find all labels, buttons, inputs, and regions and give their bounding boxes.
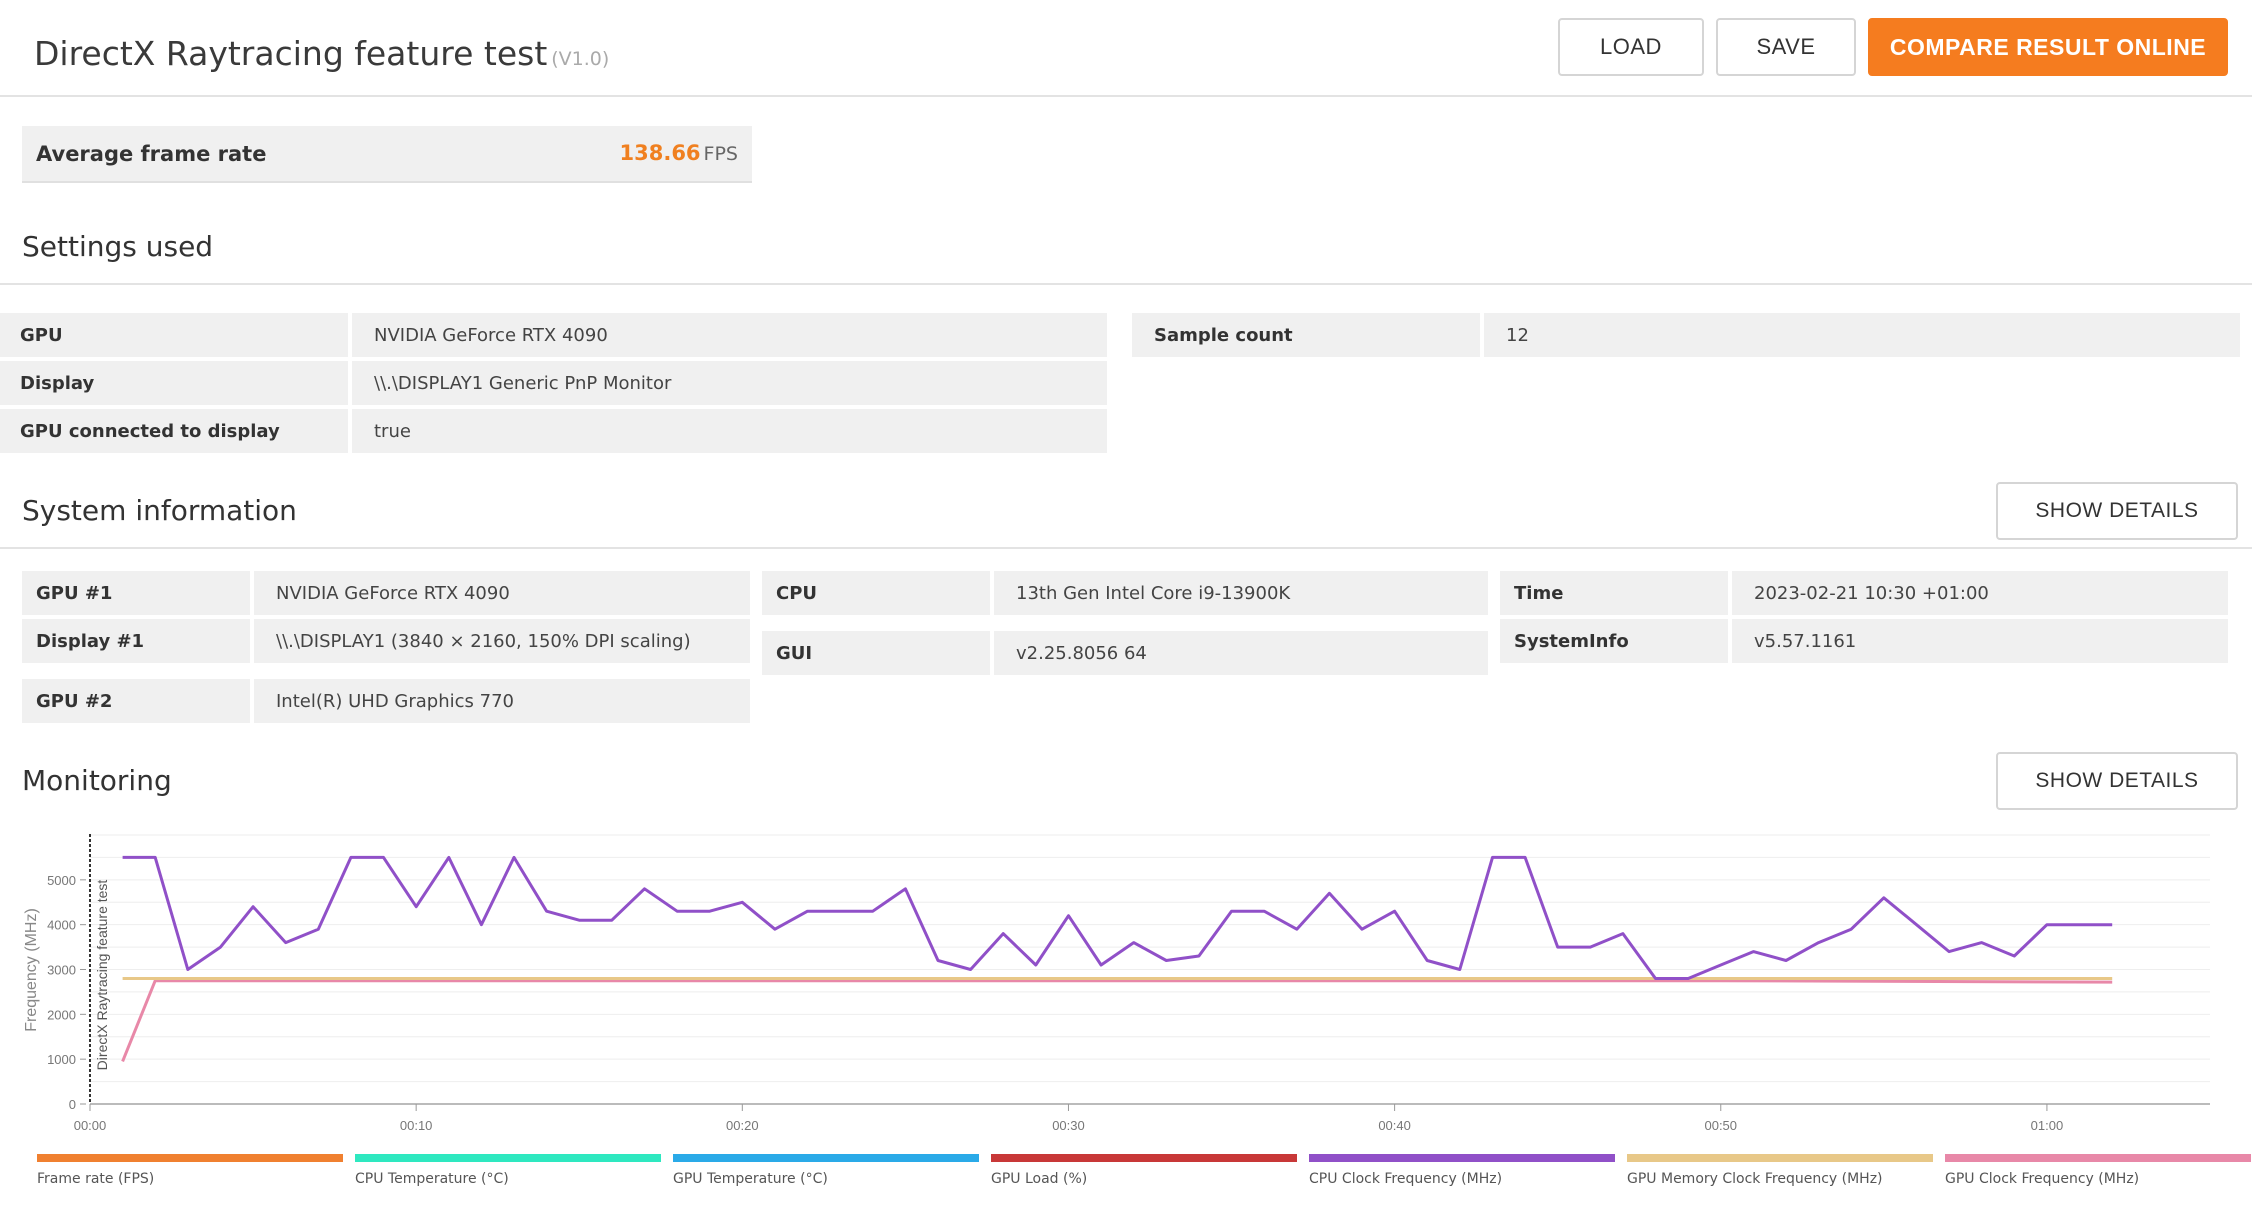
settings-divider xyxy=(0,283,2252,285)
settings-key: GPU connected to display xyxy=(0,409,348,453)
system-value: v5.57.1161 xyxy=(1732,619,2228,663)
page-title-text: DirectX Raytracing feature test xyxy=(34,34,548,73)
legend-label: GPU Load (%) xyxy=(991,1171,1088,1187)
settings-value: true xyxy=(352,409,1107,453)
system-value: \\.\DISPLAY1 (3840 × 2160, 150% DPI scal… xyxy=(254,619,750,663)
fps-unit: FPS xyxy=(703,143,738,165)
system-key: GUI xyxy=(762,631,990,675)
x-tick-label: 00:20 xyxy=(726,1118,759,1133)
system-key: Display #1 xyxy=(22,619,250,663)
monitoring-show-details-button[interactable]: SHOW DETAILS xyxy=(1996,752,2238,810)
legend-label: CPU Temperature (°C) xyxy=(355,1171,509,1187)
settings-value: \\.\DISPLAY1 Generic PnP Monitor xyxy=(352,361,1107,405)
x-tick-label: 00:40 xyxy=(1378,1118,1411,1133)
average-frame-rate-label: Average frame rate xyxy=(36,142,267,166)
system-info-section-title: System information xyxy=(22,494,297,527)
legend-label: CPU Clock Frequency (MHz) xyxy=(1309,1171,1503,1187)
legend-item[interactable]: GPU Load (%) xyxy=(991,1154,1297,1194)
system-key: GPU #1 xyxy=(22,571,250,615)
page-title: DirectX Raytracing feature test (V1.0) xyxy=(34,34,609,73)
legend-label: GPU Clock Frequency (MHz) xyxy=(1945,1171,2140,1187)
y-axis-ticks: 0 1000 2000 3000 4000 5000 xyxy=(47,873,86,1112)
y-tick-label: 2000 xyxy=(47,1007,76,1022)
legend-item[interactable]: GPU Temperature (°C) xyxy=(673,1154,979,1194)
series-line-gpu-clock-frequency-mhz[interactable] xyxy=(121,979,2113,1062)
legend-color-bar xyxy=(673,1154,979,1162)
version-label: (V1.0) xyxy=(551,48,610,70)
system-show-details-button[interactable]: SHOW DETAILS xyxy=(1996,482,2238,540)
system-divider xyxy=(0,547,2252,549)
system-value: Intel(R) UHD Graphics 770 xyxy=(254,679,750,723)
y-tick-label: 0 xyxy=(69,1097,76,1112)
legend-color-bar xyxy=(1627,1154,1933,1162)
system-value: v2.25.8056 64 xyxy=(994,631,1488,675)
load-button[interactable]: LOAD xyxy=(1558,18,1704,76)
system-key: SystemInfo xyxy=(1500,619,1728,663)
legend-item[interactable]: GPU Clock Frequency (MHz) xyxy=(1945,1154,2251,1194)
legend-label: GPU Memory Clock Frequency (MHz) xyxy=(1627,1171,1883,1187)
legend-color-bar xyxy=(355,1154,661,1162)
x-tick-label: 01:00 xyxy=(2031,1118,2064,1133)
average-frame-rate-value: 138.66 FPS xyxy=(620,141,739,165)
settings-key: Sample count xyxy=(1132,313,1480,357)
system-value: 2023-02-21 10:30 +01:00 xyxy=(1732,571,2228,615)
legend-color-bar xyxy=(991,1154,1297,1162)
settings-section-title: Settings used xyxy=(22,230,214,263)
system-value: 13th Gen Intel Core i9-13900K xyxy=(994,571,1488,615)
system-key: Time xyxy=(1500,571,1728,615)
x-tick-label: 00:50 xyxy=(1704,1118,1737,1133)
legend-label: Frame rate (FPS) xyxy=(37,1171,155,1187)
legend-item[interactable]: CPU Temperature (°C) xyxy=(355,1154,661,1194)
system-value: NVIDIA GeForce RTX 4090 xyxy=(254,571,750,615)
x-tick-label: 00:30 xyxy=(1052,1118,1085,1133)
legend-item[interactable]: Frame rate (FPS) xyxy=(37,1154,343,1194)
chart-grid xyxy=(90,834,2210,1105)
y-tick-label: 1000 xyxy=(47,1052,76,1067)
fps-number: 138.66 xyxy=(619,141,701,165)
monitoring-section-title: Monitoring xyxy=(22,764,172,797)
test-marker-label: DirectX Raytracing feature test xyxy=(94,880,110,1071)
legend-label: GPU Temperature (°C) xyxy=(673,1171,828,1187)
system-key: CPU xyxy=(762,571,990,615)
save-button[interactable]: SAVE xyxy=(1716,18,1856,76)
x-axis-ticks: 00:00 00:10 00:20 00:30 00:40 00:50 01:00 xyxy=(74,1104,2063,1133)
y-tick-label: 4000 xyxy=(47,918,76,933)
legend-color-bar xyxy=(37,1154,343,1162)
average-frame-rate-panel: Average frame rate 138.66 FPS xyxy=(22,126,752,183)
x-tick-label: 00:00 xyxy=(74,1118,107,1133)
app-header: DirectX Raytracing feature test (V1.0) LO… xyxy=(0,0,2252,97)
legend-color-bar xyxy=(1309,1154,1615,1162)
system-key: GPU #2 xyxy=(22,679,250,723)
legend-item[interactable]: CPU Clock Frequency (MHz) xyxy=(1309,1154,1615,1194)
settings-value: NVIDIA GeForce RTX 4090 xyxy=(352,313,1107,357)
y-axis-label: Frequency (MHz) xyxy=(23,908,40,1032)
legend-color-bar xyxy=(1945,1154,2251,1162)
legend-item[interactable]: GPU Memory Clock Frequency (MHz) xyxy=(1627,1154,1933,1194)
y-tick-label: 5000 xyxy=(47,873,76,888)
chart-series xyxy=(121,855,2113,1062)
settings-key: GPU xyxy=(0,313,348,357)
y-tick-label: 3000 xyxy=(47,963,76,978)
x-tick-label: 00:10 xyxy=(400,1118,433,1133)
series-line-cpu-clock-frequency-mhz[interactable] xyxy=(122,855,2113,980)
settings-key: Display xyxy=(0,361,348,405)
settings-value: 12 xyxy=(1484,313,2240,357)
compare-result-online-button[interactable]: COMPARE RESULT ONLINE xyxy=(1868,18,2228,76)
